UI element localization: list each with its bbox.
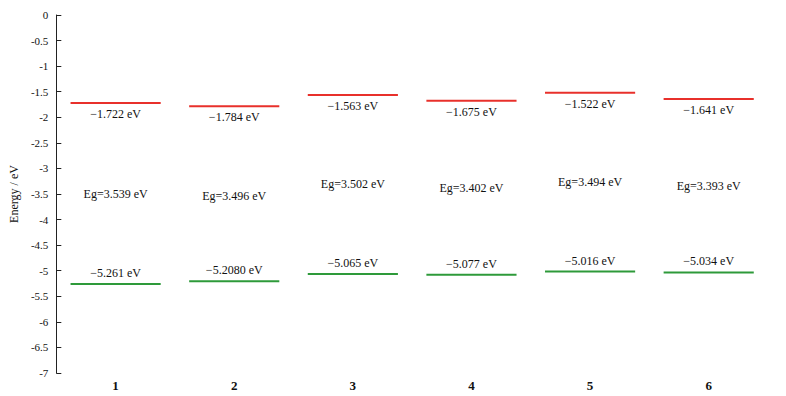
svg-text:-6.5: -6.5 (31, 341, 49, 353)
svg-text:-0.5: -0.5 (31, 35, 49, 47)
svg-text:-1: -1 (39, 60, 48, 72)
svg-text:-1.5: -1.5 (31, 86, 49, 98)
svg-text:-3.5: -3.5 (31, 188, 49, 200)
svg-text:6: 6 (705, 378, 712, 393)
svg-text:Eg=3.393 eV: Eg=3.393 eV (677, 179, 741, 193)
svg-text:−1.563 eV: −1.563 eV (327, 99, 378, 113)
svg-text:-7: -7 (39, 367, 49, 379)
svg-text:1: 1 (112, 378, 119, 393)
svg-text:-6: -6 (39, 316, 49, 328)
svg-text:2: 2 (231, 378, 238, 393)
svg-text:-2.5: -2.5 (31, 137, 49, 149)
svg-text:−1.722 eV: −1.722 eV (90, 107, 141, 121)
svg-text:−1.641 eV: −1.641 eV (683, 103, 734, 117)
svg-text:3: 3 (350, 378, 357, 393)
svg-text:−5.2080 eV: −5.2080 eV (206, 263, 263, 277)
svg-text:-4.5: -4.5 (31, 239, 49, 251)
svg-text:−1.522 eV: −1.522 eV (565, 97, 616, 111)
svg-text:Eg=3.494 eV: Eg=3.494 eV (558, 175, 622, 189)
svg-text:−5.016 eV: −5.016 eV (565, 254, 616, 268)
svg-text:Eg=3.502 eV: Eg=3.502 eV (321, 177, 385, 191)
svg-text:−1.675 eV: −1.675 eV (446, 105, 497, 119)
svg-text:4: 4 (468, 378, 475, 393)
svg-text:−5.065 eV: −5.065 eV (327, 256, 378, 270)
svg-text:5: 5 (587, 378, 594, 393)
svg-text:−5.034 eV: −5.034 eV (683, 254, 734, 268)
svg-text:Energy / eV: Energy / eV (7, 165, 21, 223)
svg-text:-4: -4 (39, 214, 49, 226)
svg-text:-5.5: -5.5 (31, 290, 49, 302)
svg-text:−1.784 eV: −1.784 eV (209, 110, 260, 124)
svg-text:Eg=3.402 eV: Eg=3.402 eV (439, 181, 503, 195)
svg-text:-2: -2 (39, 111, 48, 123)
svg-text:Eg=3.496 eV: Eg=3.496 eV (202, 189, 266, 203)
svg-text:−5.077 eV: −5.077 eV (446, 257, 497, 271)
svg-text:0: 0 (43, 9, 49, 21)
svg-text:−5.261 eV: −5.261 eV (90, 266, 141, 280)
svg-text:-3: -3 (39, 162, 49, 174)
svg-text:-5: -5 (39, 265, 49, 277)
svg-text:Eg=3.539 eV: Eg=3.539 eV (84, 187, 148, 201)
